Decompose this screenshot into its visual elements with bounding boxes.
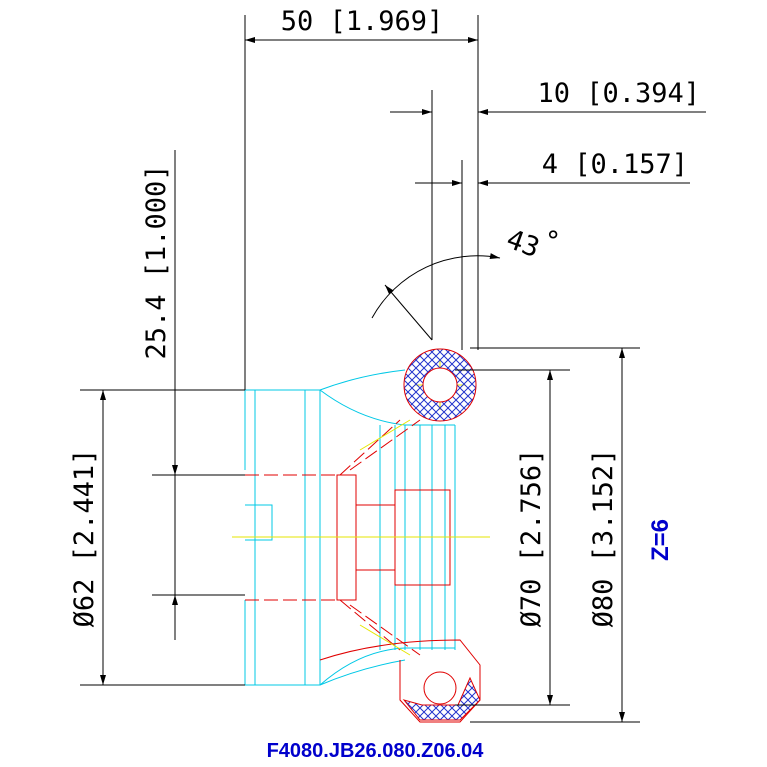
dimension-lines (80, 15, 706, 723)
dim-label: 25.4 [1.000] (141, 164, 172, 359)
teeth-count: Z=6 (647, 519, 674, 561)
part-number: F4080.JB26.080.Z06.04 (267, 740, 485, 762)
dim-label: Ø80 [3.152] (588, 449, 619, 628)
part-outline (232, 348, 490, 723)
dim-label: 10 [0.394] (537, 78, 700, 109)
angle-label: 43 (502, 224, 543, 264)
dim-label: 4 [0.157] (542, 149, 688, 180)
degree-mark: ° (545, 226, 561, 257)
dim-label: Ø70 [2.756] (516, 449, 547, 628)
dim-label: 50 [1.969] (281, 6, 444, 37)
dim-label: Ø62 [2.441] (69, 449, 100, 628)
